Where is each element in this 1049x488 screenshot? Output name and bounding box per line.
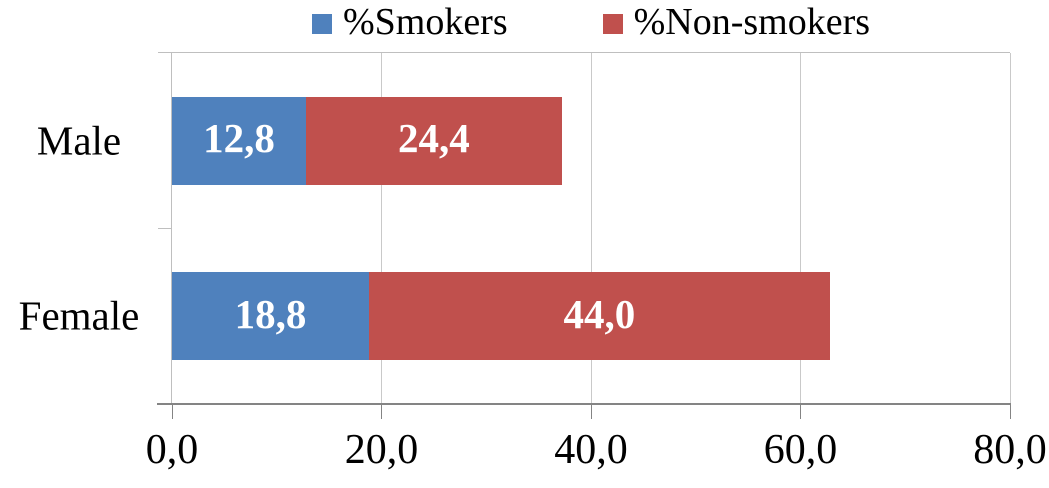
bar-segment: 18,8 xyxy=(172,272,369,361)
plot-area: 12,8 24,4 18,8 44,0 xyxy=(172,53,1011,404)
category-label: Male xyxy=(36,117,122,164)
x-tick-label: 40,0 xyxy=(554,427,628,473)
bar-segment: 24,4 xyxy=(306,96,562,185)
category-axis-tick xyxy=(158,228,172,229)
x-axis-tick xyxy=(381,404,382,419)
x-tick-label: 80,0 xyxy=(973,427,1047,473)
gridline xyxy=(800,53,801,404)
gridline xyxy=(1009,53,1011,404)
x-tick-label: 0,0 xyxy=(145,427,199,473)
bar-row: 18,8 44,0 xyxy=(172,272,830,361)
bar-segment: 44,0 xyxy=(368,272,830,361)
bar-value-label: 24,4 xyxy=(397,115,470,162)
legend-swatch-icon xyxy=(602,14,623,35)
gridline xyxy=(590,53,592,404)
x-axis-tick xyxy=(171,404,173,419)
legend-item: %Non-smokers xyxy=(602,1,871,44)
legend: %Smokers %Non-smokers xyxy=(172,0,1010,46)
category-label: Female xyxy=(18,292,140,339)
x-tick-label: 60,0 xyxy=(763,427,838,473)
legend-label: %Smokers xyxy=(342,1,508,44)
bar-value-label: 44,0 xyxy=(563,290,636,337)
plot-top-border xyxy=(158,52,1010,53)
x-axis-tick xyxy=(800,404,801,419)
x-axis-line xyxy=(157,403,1011,405)
bar-value-label: 12,8 xyxy=(203,115,275,162)
legend-item: %Smokers xyxy=(311,1,508,44)
x-axis-tick xyxy=(590,404,592,419)
legend-label: %Non-smokers xyxy=(633,1,871,44)
legend-swatch-icon xyxy=(311,14,332,35)
bar-segment: 12,8 xyxy=(172,96,307,185)
bar-row: 12,8 24,4 xyxy=(172,96,562,185)
gridline xyxy=(381,53,382,404)
x-axis-tick xyxy=(1009,404,1011,419)
x-tick-label: 20,0 xyxy=(344,427,419,473)
bar-value-label: 18,8 xyxy=(234,290,307,337)
